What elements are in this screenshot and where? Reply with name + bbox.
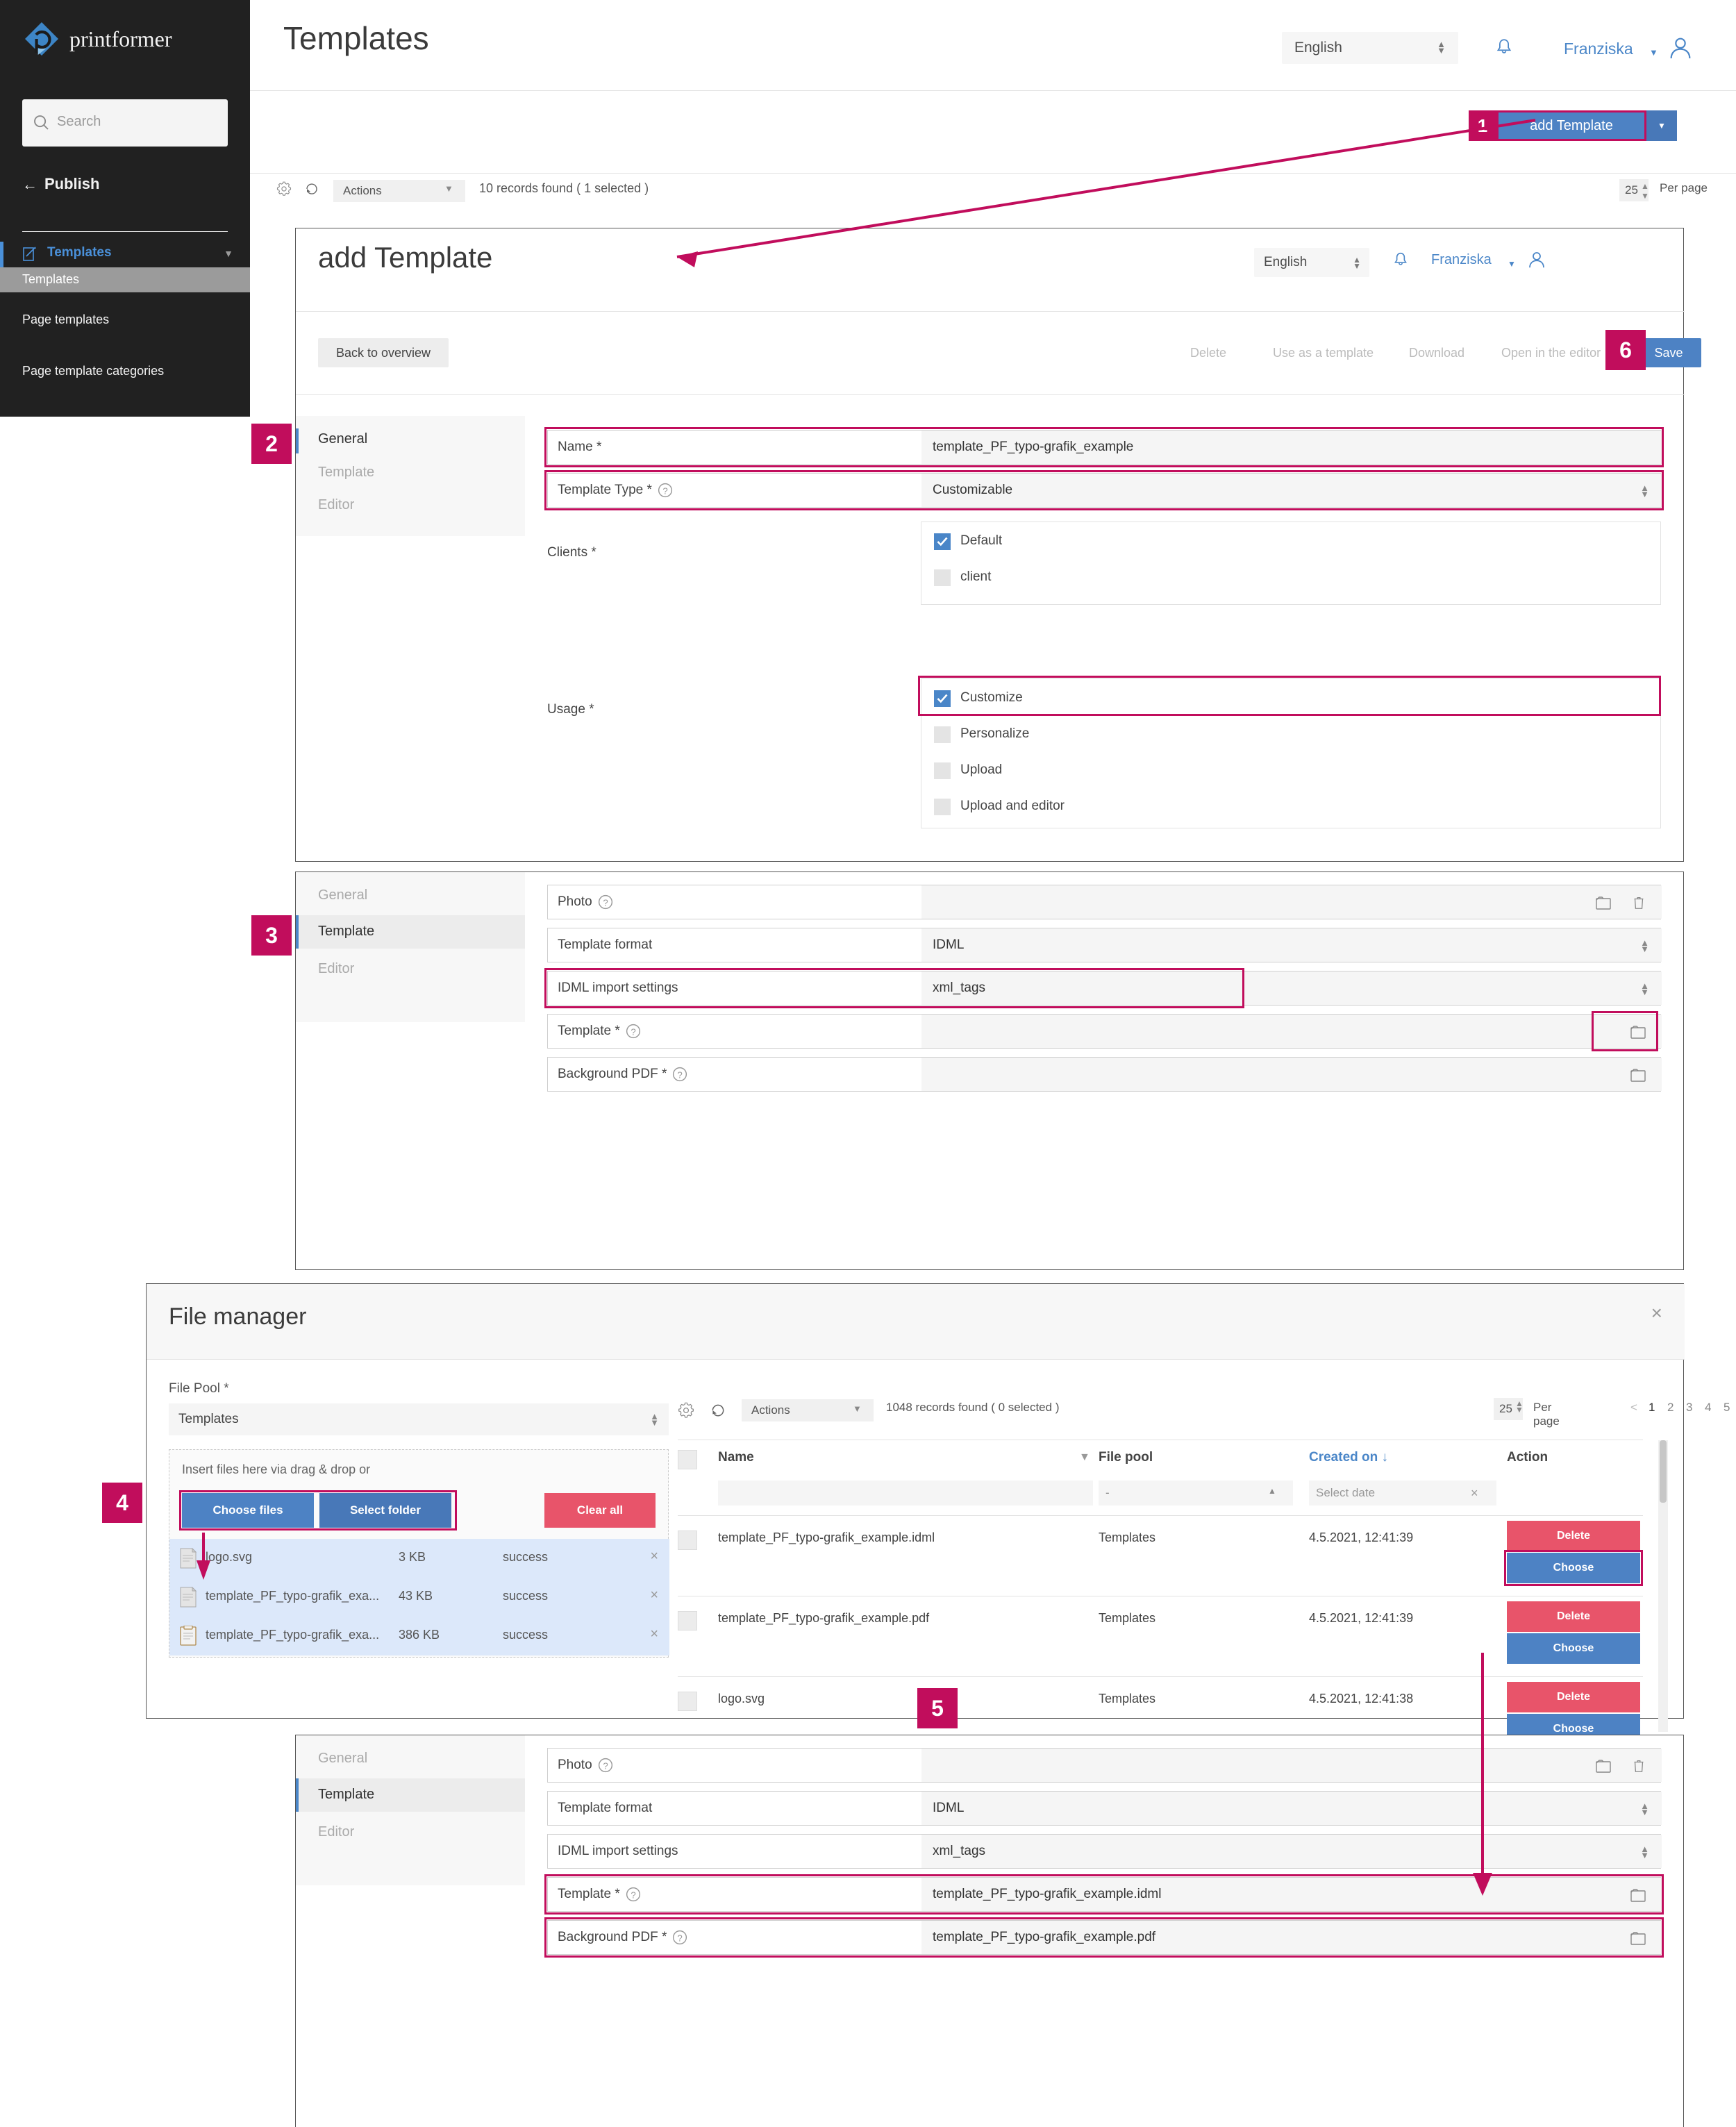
svg-text:?: ? [631, 1027, 635, 1037]
svg-text:?: ? [603, 1761, 608, 1771]
svg-text:?: ? [678, 1070, 683, 1081]
svg-text:?: ? [603, 898, 608, 908]
